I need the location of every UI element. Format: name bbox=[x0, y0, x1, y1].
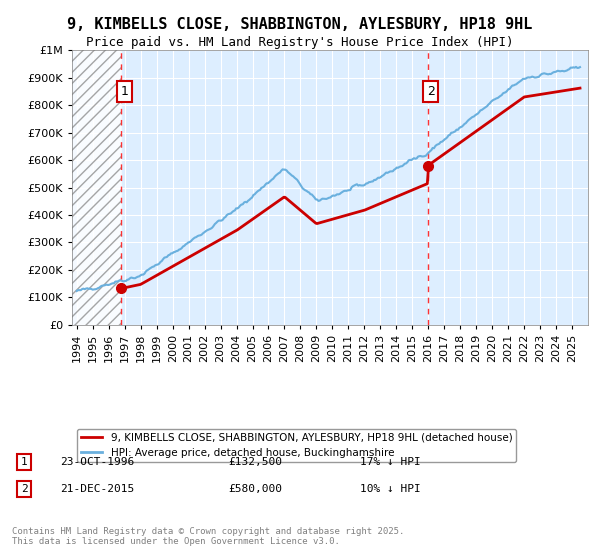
Text: 1: 1 bbox=[121, 85, 128, 98]
Text: 1: 1 bbox=[20, 457, 28, 467]
Text: Price paid vs. HM Land Registry's House Price Index (HPI): Price paid vs. HM Land Registry's House … bbox=[86, 36, 514, 49]
Bar bbox=[69, 50, 121, 325]
Text: 2: 2 bbox=[427, 85, 435, 98]
Text: 2: 2 bbox=[20, 484, 28, 494]
Text: 23-OCT-1996: 23-OCT-1996 bbox=[60, 457, 134, 467]
Legend: 9, KIMBELLS CLOSE, SHABBINGTON, AYLESBURY, HP18 9HL (detached house), HPI: Avera: 9, KIMBELLS CLOSE, SHABBINGTON, AYLESBUR… bbox=[77, 429, 517, 462]
Text: Contains HM Land Registry data © Crown copyright and database right 2025.
This d: Contains HM Land Registry data © Crown c… bbox=[12, 526, 404, 546]
Text: £580,000: £580,000 bbox=[228, 484, 282, 494]
Text: 9, KIMBELLS CLOSE, SHABBINGTON, AYLESBURY, HP18 9HL: 9, KIMBELLS CLOSE, SHABBINGTON, AYLESBUR… bbox=[67, 17, 533, 32]
Text: £132,500: £132,500 bbox=[228, 457, 282, 467]
Bar bbox=[77, 50, 121, 325]
Text: 17% ↓ HPI: 17% ↓ HPI bbox=[360, 457, 421, 467]
Text: 10% ↓ HPI: 10% ↓ HPI bbox=[360, 484, 421, 494]
Text: 21-DEC-2015: 21-DEC-2015 bbox=[60, 484, 134, 494]
